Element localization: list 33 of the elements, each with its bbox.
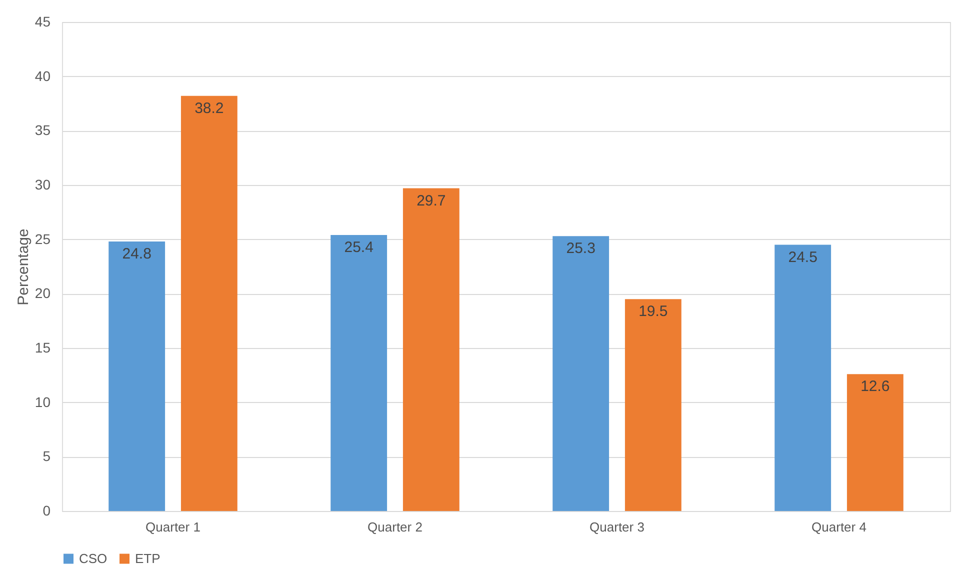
y-tick-label: 40 xyxy=(34,68,51,84)
x-tick-label: Quarter 3 xyxy=(590,520,644,534)
data-label: 24.8 xyxy=(122,246,152,263)
data-label: 25.3 xyxy=(566,240,596,258)
legend-label: CSO xyxy=(79,550,108,566)
bar xyxy=(180,96,238,511)
y-tick-label: 30 xyxy=(34,176,51,192)
data-label: 24.5 xyxy=(788,248,818,266)
legend-label: ETP xyxy=(135,550,160,566)
data-label: 25.4 xyxy=(344,238,374,256)
y-tick-label: 20 xyxy=(34,285,51,302)
y-tick-label: 0 xyxy=(42,502,51,518)
data-label: 29.7 xyxy=(416,192,446,210)
y-tick-label: 5 xyxy=(42,448,51,464)
y-tick-label: 15 xyxy=(34,340,51,356)
data-label: 12.6 xyxy=(860,378,890,396)
y-tick-label: 35 xyxy=(34,122,51,138)
y-tick-label: 45 xyxy=(34,14,51,30)
y-axis-title: Percentage xyxy=(14,228,32,306)
bar xyxy=(552,236,610,511)
bar xyxy=(846,374,904,511)
bar xyxy=(330,234,388,511)
y-tick-label: 25 xyxy=(34,230,51,247)
x-tick-label: Quarter 1 xyxy=(146,520,200,534)
data-label: 38.2 xyxy=(194,100,224,117)
bar xyxy=(624,299,682,511)
y-tick-label: 10 xyxy=(34,394,51,410)
bar xyxy=(774,244,832,511)
bar xyxy=(108,242,166,511)
data-label: 19.5 xyxy=(638,303,668,320)
x-tick-label: Quarter 4 xyxy=(812,520,866,534)
x-tick-label: Quarter 2 xyxy=(368,520,422,534)
bar xyxy=(402,188,460,511)
